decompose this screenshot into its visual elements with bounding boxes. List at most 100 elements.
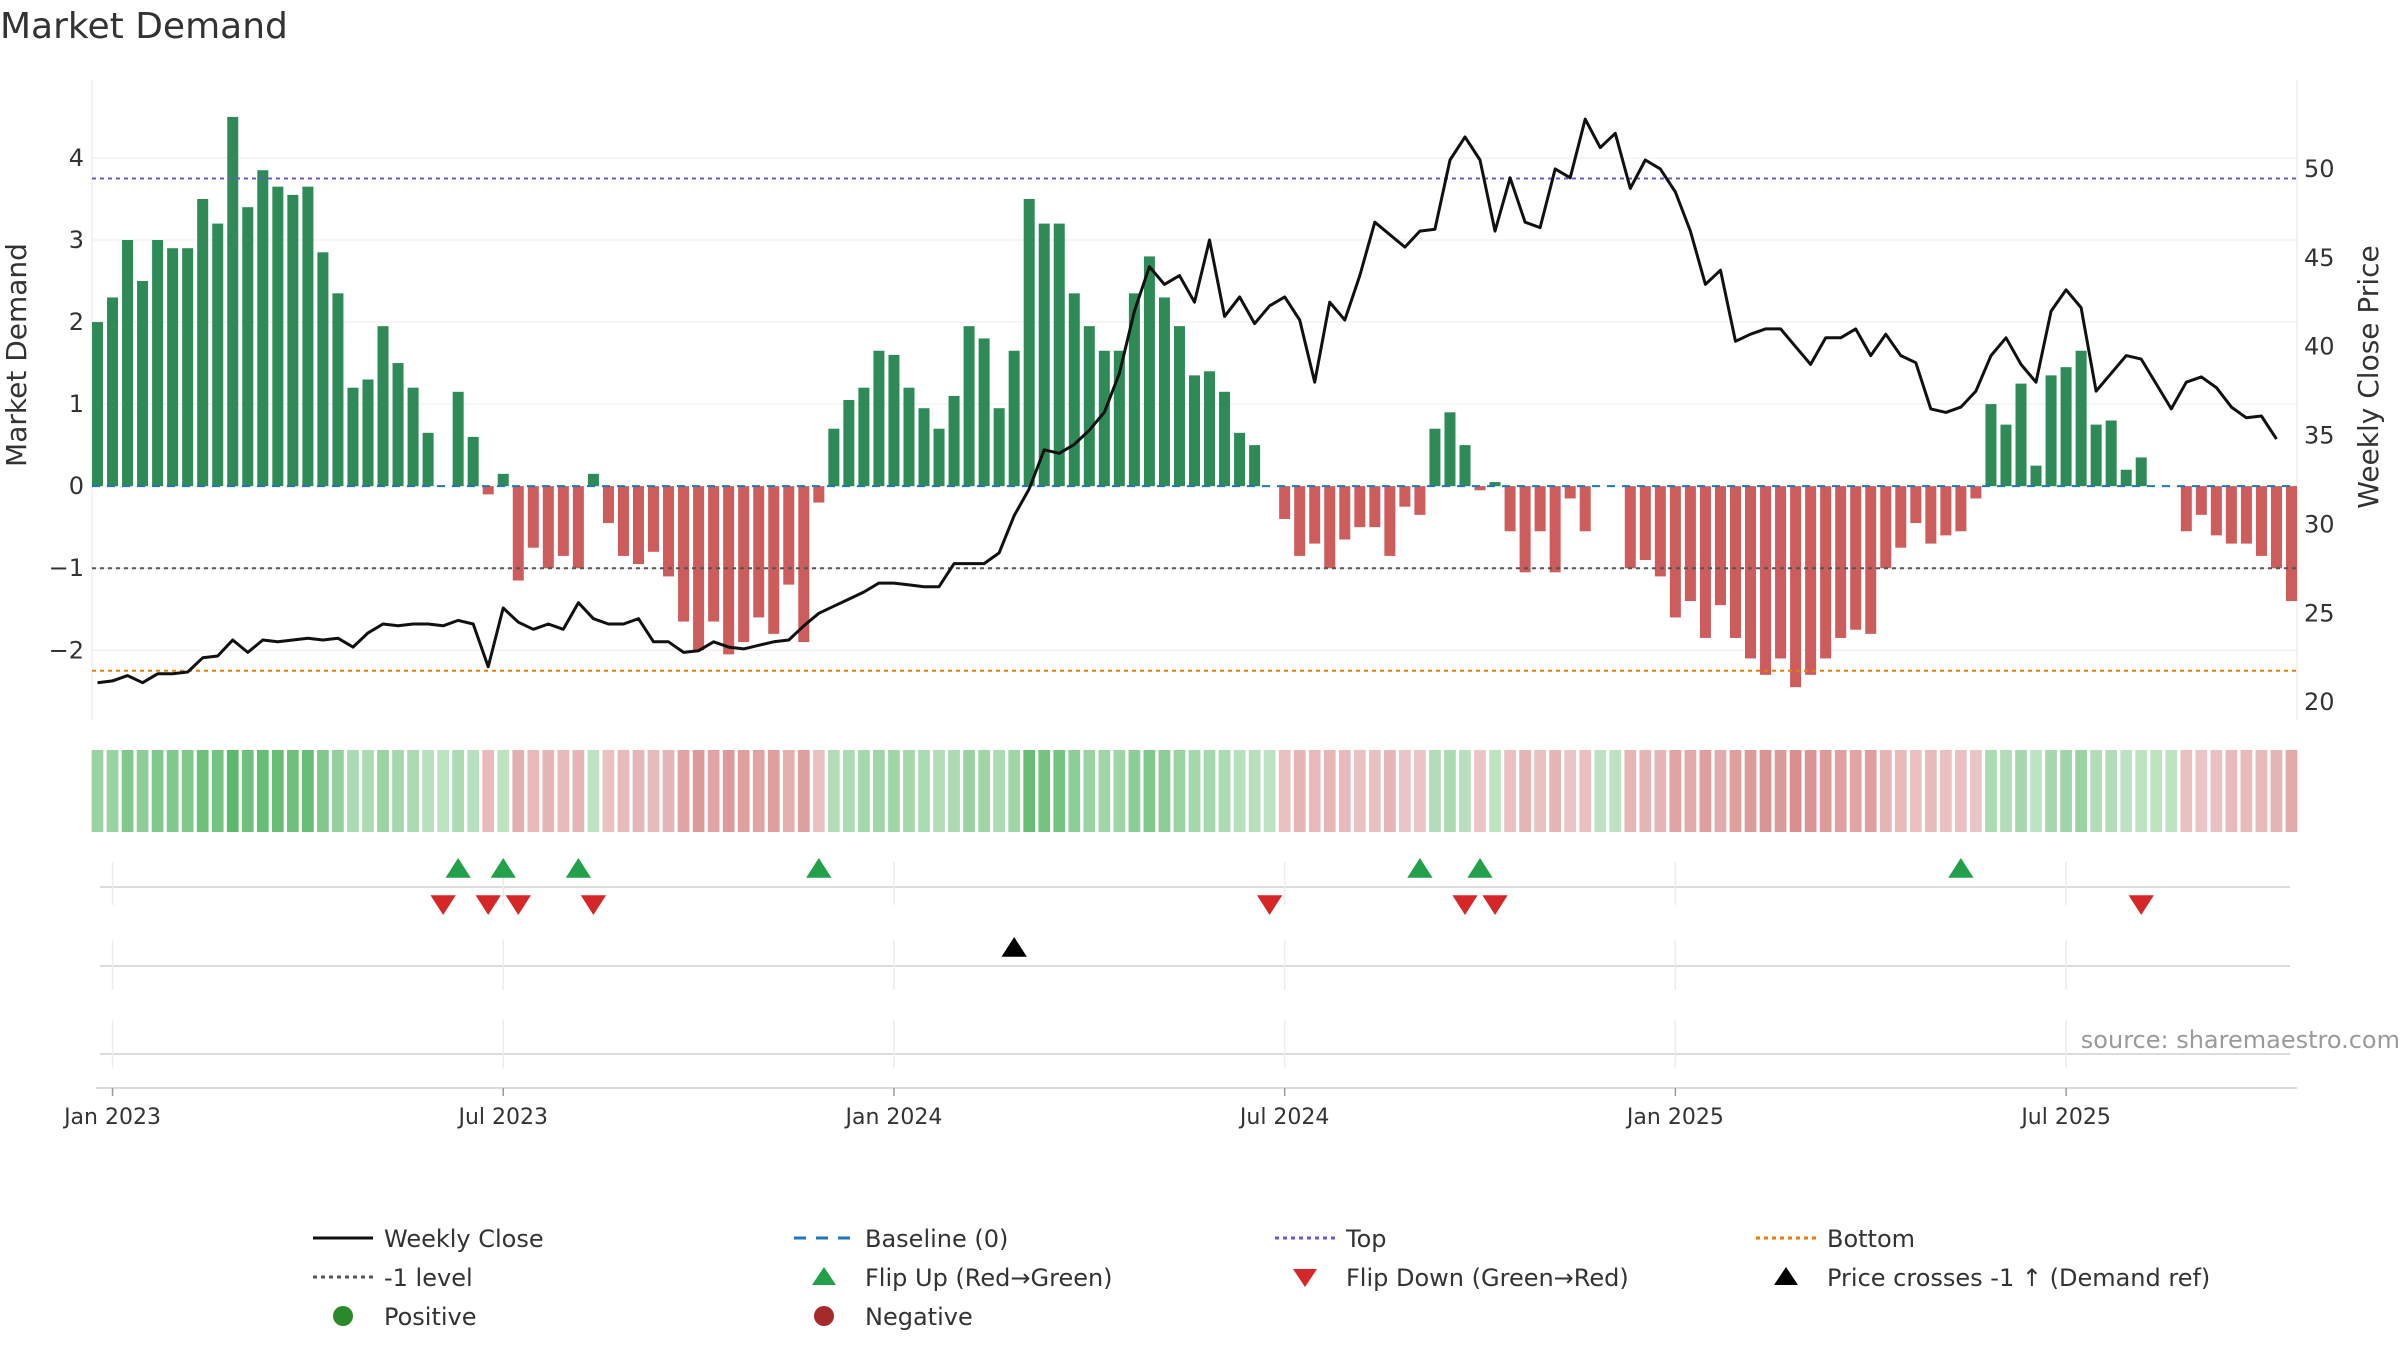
demand-bar <box>602 486 614 524</box>
reference-lines <box>92 177 2297 672</box>
demand-band <box>196 750 209 832</box>
demand-bar <box>2090 424 2102 487</box>
demand-band <box>467 750 480 832</box>
demand-band <box>91 750 104 832</box>
demand-bar <box>1444 412 1456 487</box>
flip-down-marker <box>430 895 456 915</box>
demand-bar <box>497 473 509 487</box>
demand-band <box>542 750 555 832</box>
demand-band <box>2090 750 2103 832</box>
demand-bar <box>1910 486 1922 524</box>
date-axis: Jan 2023 Jul 2023 Jan 2024 Jul 2024 Jan 2025… <box>62 1087 2297 1130</box>
demand-band <box>888 750 900 832</box>
demand-bar <box>1219 391 1231 487</box>
demand-bar <box>1699 486 1711 638</box>
left-tick-label: −1 <box>49 554 84 582</box>
demand-band <box>1909 750 1922 832</box>
demand-bar <box>753 486 765 618</box>
demand-bar <box>693 486 705 651</box>
demand-band <box>2150 750 2163 832</box>
demand-bar <box>1429 428 1441 487</box>
demand-band <box>993 750 1006 832</box>
demand-band <box>1729 750 1742 832</box>
demand-band <box>918 750 930 832</box>
demand-band <box>2075 750 2087 832</box>
demand-bar <box>1354 486 1366 528</box>
demand-bar <box>828 428 840 487</box>
demand-band <box>2000 750 2012 832</box>
demand-band <box>1819 750 1832 832</box>
demand-bar <box>678 486 690 622</box>
demand-bar <box>1384 486 1396 556</box>
demand-band <box>843 750 855 832</box>
flip-down-marker <box>1452 895 1478 915</box>
left-tick-label: −2 <box>49 636 84 664</box>
demand-bar <box>2060 367 2072 487</box>
demand-band <box>1038 750 1051 832</box>
demand-bar <box>723 486 735 655</box>
demand-bar <box>1760 486 1772 675</box>
demand-bar <box>1128 293 1140 487</box>
demand-bar <box>512 486 524 581</box>
demand-band <box>392 750 404 832</box>
flip-down-marker <box>580 895 607 915</box>
demand-band <box>362 750 374 832</box>
demand-bar <box>2270 486 2282 569</box>
demand-bar <box>1204 371 1216 487</box>
demand-band <box>2285 750 2298 832</box>
legend-item: Flip Up (Red→Green) <box>812 1264 1113 1292</box>
demand-bar <box>1534 486 1546 532</box>
demand-band <box>1399 750 1411 832</box>
demand-band <box>737 750 750 832</box>
demand-band <box>1549 750 1562 832</box>
demand-band <box>527 750 540 832</box>
date-tick-label: Jul 2023 <box>456 1105 548 1130</box>
demand-bar <box>1684 486 1696 602</box>
legend-item: Price crosses -1 ↑ (Demand ref) <box>1774 1264 2210 1292</box>
demand-band <box>482 750 495 832</box>
legend-symbol <box>814 1306 834 1326</box>
demand-band <box>1368 750 1381 832</box>
right-tick-label: 35 <box>2304 422 2335 450</box>
demand-bar <box>1654 486 1666 577</box>
demand-band <box>2255 750 2268 832</box>
demand-band <box>2105 750 2118 832</box>
demand-bar <box>1970 486 1982 499</box>
demand-band <box>782 750 795 832</box>
demand-band <box>1383 750 1396 832</box>
demand-band <box>978 750 990 832</box>
demand-bar <box>392 363 404 487</box>
flip-down-marker <box>475 895 501 915</box>
demand-bar <box>2075 350 2087 487</box>
demand-bar <box>1820 486 1832 659</box>
demand-band <box>1804 750 1817 832</box>
demand-bar <box>272 186 284 487</box>
demand-bar <box>963 326 975 487</box>
demand-bar <box>257 170 269 487</box>
demand-band <box>1188 750 1201 832</box>
demand-bar <box>1895 486 1907 548</box>
demand-band <box>1429 750 1441 832</box>
demand-band <box>1985 750 1997 832</box>
demand-bar <box>302 186 314 487</box>
demand-band <box>1203 750 1216 832</box>
demand-bar <box>2195 486 2207 515</box>
demand-band <box>2165 750 2178 832</box>
legend-label: Flip Down (Green→Red) <box>1346 1264 1629 1292</box>
demand-band <box>1338 750 1351 832</box>
flip-down-marker <box>505 895 531 915</box>
demand-bar <box>993 408 1005 487</box>
date-tick-label: Jul 2024 <box>1238 1105 1330 1130</box>
demand-band <box>422 750 434 832</box>
demand-bar <box>1519 486 1531 573</box>
left-tick-label: 1 <box>69 390 84 418</box>
demand-bar <box>1745 486 1757 659</box>
demand-band <box>1023 750 1036 832</box>
demand-bar <box>332 293 344 487</box>
legend-item: Negative <box>814 1303 973 1331</box>
weekly-close-line <box>97 117 2278 685</box>
legend-label: Weekly Close <box>384 1225 544 1253</box>
demand-band <box>2180 750 2193 832</box>
demand-bar <box>1459 445 1471 487</box>
